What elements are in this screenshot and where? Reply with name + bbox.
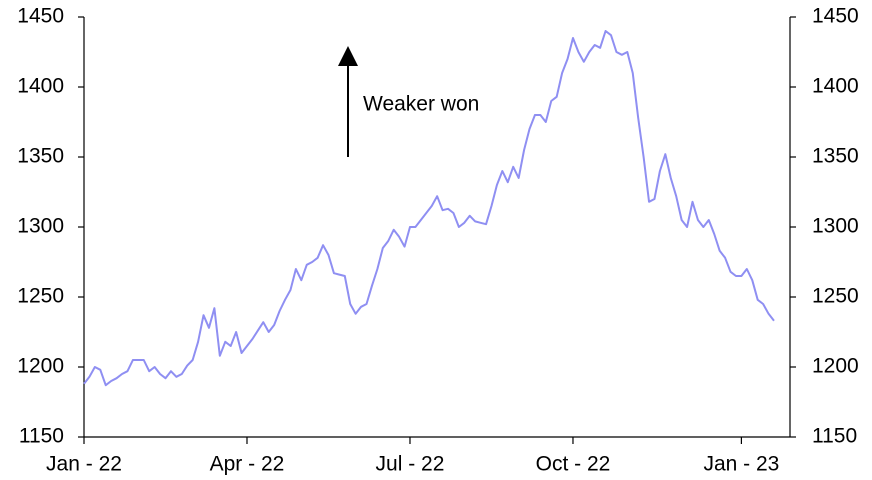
x-tick-label: Jan - 23 [703,453,779,476]
annotation: Weaker won [363,93,479,116]
x-tick-label: Oct - 22 [536,453,611,476]
y2-tick-label: 1150 [812,425,857,448]
y2-tick-label: 1350 [812,145,859,168]
y2-tick-label: 1250 [812,285,859,308]
y-tick-label: 1150 [19,425,64,448]
y2-tick-label: 1200 [812,355,859,378]
y-tick-label: 1450 [17,5,64,28]
y-tick-label: 1250 [17,285,64,308]
x-tick-label: Apr - 22 [210,453,285,476]
y-tick-label: 1400 [17,75,64,98]
y-tick-label: 1350 [17,145,64,168]
y2-tick-label: 1300 [812,215,859,238]
line [83,30,775,387]
y-tick-label: 1200 [17,355,64,378]
x-tick-label: Jan - 22 [46,453,122,476]
y2-tick-label: 1450 [812,5,859,28]
y2-tick-label: 1400 [812,75,859,98]
y-tick-label: 1300 [17,215,64,238]
x-tick-label: Jul - 22 [376,453,445,476]
